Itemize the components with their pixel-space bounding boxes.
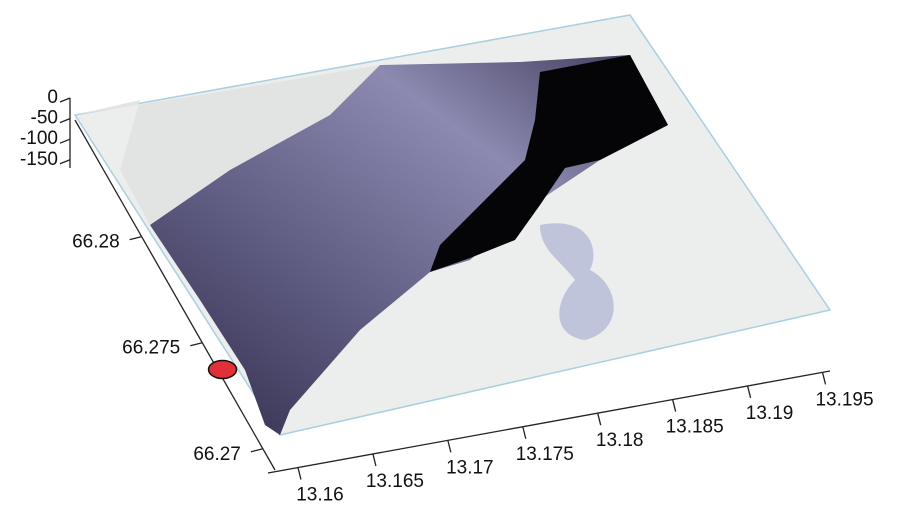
z-tick (60, 139, 70, 143)
y-tick (251, 449, 263, 452)
z-tick-label: -100 (20, 128, 58, 149)
y-tick-label: 66.28 (72, 232, 120, 253)
y-tick (190, 343, 202, 346)
x-tick (673, 400, 676, 412)
x-tick-label: 13.195 (815, 389, 873, 410)
x-tick-label: 13.18 (596, 430, 644, 451)
y-tick (130, 237, 142, 240)
x-tick-label: 13.185 (666, 417, 724, 438)
z-tick-label: 0 (47, 87, 58, 108)
x-tick-label: 13.19 (746, 403, 794, 424)
x-tick-label: 13.16 (296, 485, 344, 506)
x-tick (523, 427, 526, 439)
x-tick (448, 440, 451, 452)
x-tick (748, 386, 751, 398)
z-tick-label: -50 (31, 108, 58, 129)
y-tick-label: 66.27 (193, 444, 241, 465)
y-tick-label: 66.275 (122, 338, 180, 359)
chart: 13.16 13.165 13.17 13.175 13.18 13.185 13.19 13… (0, 0, 916, 519)
x-tick-label: 13.175 (516, 444, 574, 465)
point-marker (209, 360, 237, 378)
x-tick (373, 454, 376, 466)
z-tick (60, 119, 70, 123)
surface (75, 15, 830, 435)
x-tick-label: 13.165 (366, 471, 424, 492)
x-tick (298, 468, 301, 480)
z-tick (60, 98, 70, 102)
x-tick (823, 372, 826, 384)
x-tick (598, 413, 601, 425)
x-tick-label: 13.17 (446, 457, 494, 478)
z-tick-label: -150 (20, 149, 58, 170)
z-tick (60, 160, 70, 164)
